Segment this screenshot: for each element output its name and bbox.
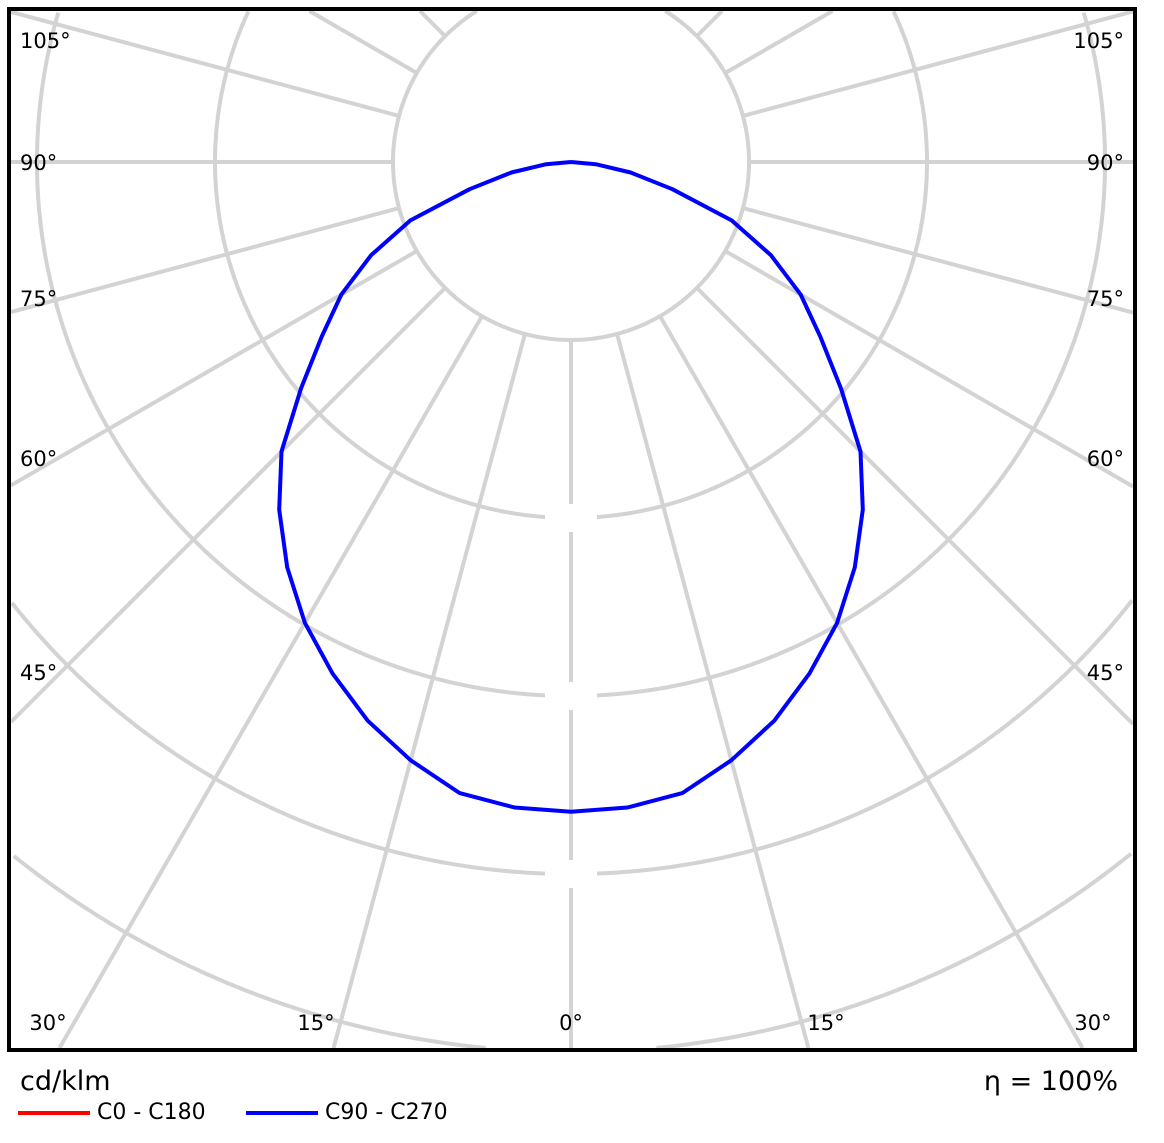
angle-label: 75° — [20, 287, 57, 311]
angle-label: 15° — [297, 1011, 334, 1035]
grid-spoke — [9, 249, 418, 488]
angle-label: 60° — [1087, 447, 1124, 471]
efficiency-label: η = 100% — [983, 1066, 1118, 1097]
grid-ring — [656, 852, 1133, 1050]
grid-spoke — [724, 9, 834, 75]
angle-label: 90° — [1087, 151, 1124, 175]
grid-ring — [10, 601, 571, 876]
angle-label: 75° — [1087, 287, 1124, 311]
grid-spoke — [331, 333, 527, 1049]
angle-label: 15° — [807, 1011, 844, 1035]
angle-label: 105° — [20, 29, 71, 53]
grid-ring — [35, 12, 571, 698]
grid-spoke — [658, 315, 1085, 1050]
grid-spoke — [10, 10, 400, 118]
grid-spoke — [742, 206, 1134, 315]
chart-frame — [7, 7, 1137, 1052]
unit-label: cd/klm — [20, 1066, 111, 1097]
grid-spoke — [308, 9, 418, 75]
curves — [277, 160, 865, 814]
series-curve-c90-c270 — [277, 160, 865, 814]
legend-label: C90 - C270 — [325, 1100, 448, 1125]
grid-ring — [12, 854, 486, 1050]
legend-label: C0 - C180 — [97, 1100, 206, 1125]
grid-ring — [391, 9, 571, 342]
grid-ring — [571, 12, 1107, 698]
polar-grid — [9, 9, 1135, 1050]
grid-spoke — [9, 286, 447, 724]
grid-ring — [213, 10, 571, 520]
grid-spoke — [695, 286, 1135, 726]
angle-label: 30° — [1074, 1011, 1111, 1035]
ring-label-gap — [545, 860, 597, 888]
grid-spoke — [742, 9, 1134, 118]
angle-label: 45° — [20, 661, 57, 685]
angle-label: 105° — [1073, 29, 1124, 53]
ring-label-gap — [545, 682, 597, 710]
angle-labels: 105° 90° 75° 60° 45° 105° 90° 75° 60° 45… — [20, 29, 1124, 1035]
angle-label: 90° — [20, 151, 57, 175]
grid-spoke — [10, 206, 400, 314]
grid-ring — [571, 10, 929, 520]
angle-label: 0° — [559, 1011, 583, 1035]
grid-spoke — [615, 333, 811, 1049]
angle-label: 60° — [20, 447, 57, 471]
angle-label: 30° — [29, 1011, 66, 1035]
grid-spoke — [57, 315, 484, 1050]
angle-label: 45° — [1087, 661, 1124, 685]
grid-spoke — [695, 9, 724, 38]
ring-label-gap — [545, 504, 597, 532]
grid-ring — [571, 599, 1134, 876]
grid-ring — [571, 9, 751, 342]
grid-spoke — [418, 9, 447, 38]
grid-spoke — [724, 249, 1135, 489]
